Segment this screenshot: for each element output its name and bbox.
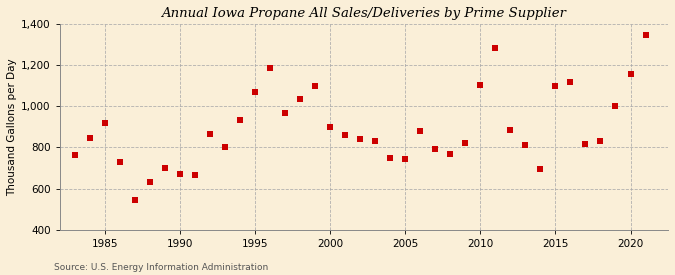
Point [550,83,561,88]
Point [385,156,396,160]
Title: Annual Iowa Propane All Sales/Deliveries by Prime Supplier: Annual Iowa Propane All Sales/Deliveries… [161,7,566,20]
Point [505,128,516,132]
Point [370,139,381,144]
Point [219,145,230,149]
Point [70,153,80,158]
Point [144,180,155,185]
Point [279,111,290,115]
Point [640,33,651,37]
Point [430,147,441,152]
Point [250,90,261,94]
Point [625,72,636,76]
Point [235,117,246,122]
Point [265,66,275,70]
Y-axis label: Thousand Gallons per Day: Thousand Gallons per Day [7,58,17,196]
Point [310,83,321,88]
Point [460,141,470,145]
Point [340,133,350,137]
Point [99,120,110,125]
Point [190,173,200,177]
Point [130,198,140,202]
Point [415,129,426,133]
Point [400,156,410,161]
Point [445,152,456,156]
Point [595,139,606,144]
Point [610,104,621,108]
Point [205,132,215,137]
Point [295,97,306,101]
Text: Source: U.S. Energy Information Administration: Source: U.S. Energy Information Administ… [54,263,268,272]
Point [565,79,576,84]
Point [159,166,170,170]
Point [325,125,335,129]
Point [580,142,591,147]
Point [520,143,531,148]
Point [475,82,486,87]
Point [84,135,95,140]
Point [355,137,366,141]
Point [535,167,546,172]
Point [115,160,126,164]
Point [490,45,501,50]
Point [175,172,186,176]
